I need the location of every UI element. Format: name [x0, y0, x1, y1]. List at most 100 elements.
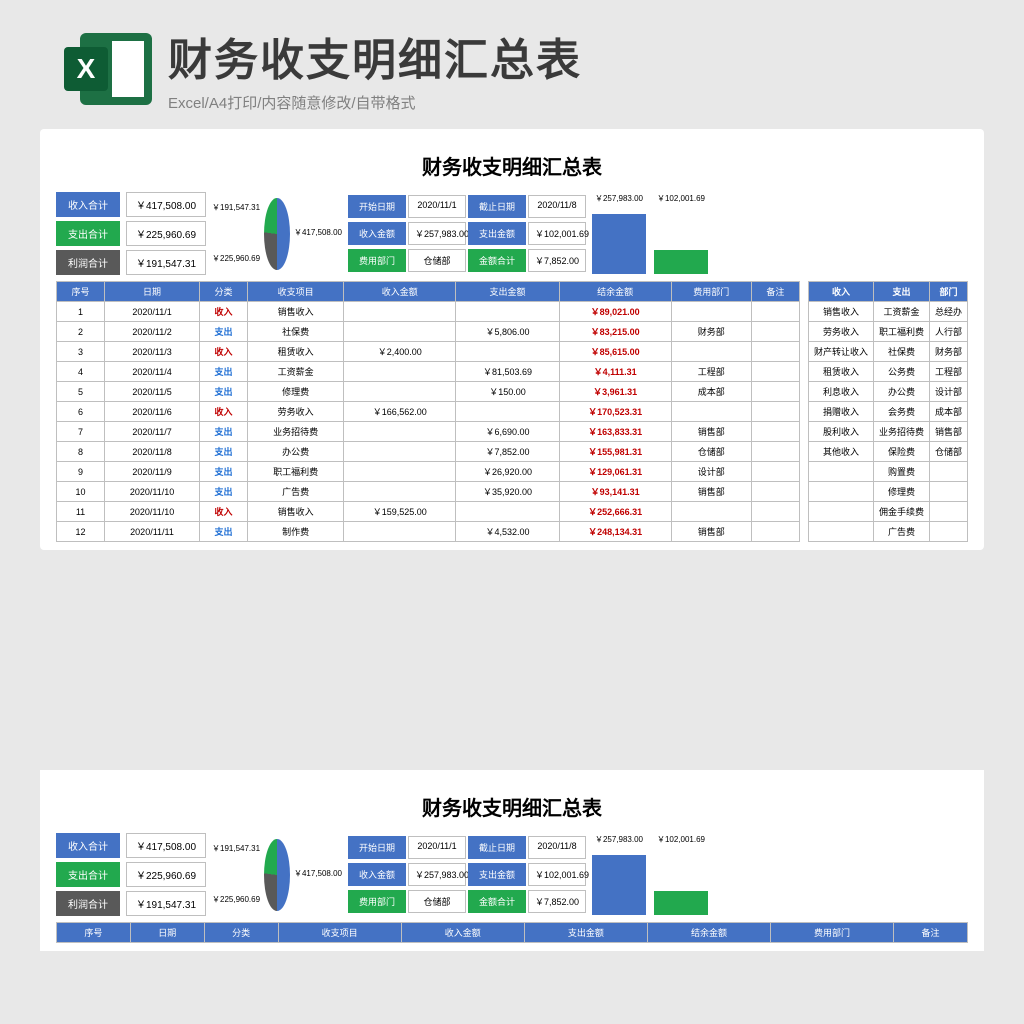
excel-icon [80, 33, 152, 105]
side-table: 收入支出部门 销售收入工资薪金总经办劳务收入职工福利费人行部财产转让收入社保费财… [808, 281, 968, 542]
amt-label-2: 金额合计 [468, 890, 526, 913]
pie-label-income: ￥417,508.00 [294, 228, 342, 238]
dept-label: 费用部门 [348, 249, 406, 272]
side-row: 股利收入业务招待费销售部 [808, 422, 967, 442]
inc-amt-label-2: 收入金额 [348, 863, 406, 886]
exp-amt-value: ￥102,001.69 [528, 222, 586, 245]
side-col-header: 支出 [873, 282, 929, 302]
income-total-value-2: ￥417,508.00 [126, 833, 206, 858]
start-date-label: 开始日期 [348, 195, 406, 218]
expense-total-value-2: ￥225,960.69 [126, 862, 206, 887]
side-row: 捐赠收入会务费成本部 [808, 402, 967, 422]
spreadsheet-preview-2: 财务收支明细汇总表 收入合计 支出合计 利润合计 ￥417,508.00 ￥22… [40, 770, 984, 951]
side-row: 佣金手续费 [808, 502, 967, 522]
col-header: 备注 [751, 282, 799, 302]
table-row: 72020/11/7支出业务招待费￥6,690.00￥163,833.31销售部 [57, 422, 800, 442]
side-row: 修理费 [808, 482, 967, 502]
income-total-value: ￥417,508.00 [126, 192, 206, 217]
profit-total-label-2: 利润合计 [56, 891, 120, 916]
inc-amt-value-2: ￥257,983.00 [408, 863, 466, 886]
bar-expense [654, 250, 708, 274]
end-date-value-2: 2020/11/8 [528, 836, 586, 859]
income-total-label-2: 收入合计 [56, 833, 120, 858]
exp-amt-label-2: 支出金额 [468, 863, 526, 886]
side-row: 劳务收入职工福利费人行部 [808, 322, 967, 342]
table-row: 12020/11/1收入销售收入￥89,021.00 [57, 302, 800, 322]
end-date-label-2: 截止日期 [468, 836, 526, 859]
expense-total-label-2: 支出合计 [56, 862, 120, 887]
col-header: 收支项目 [248, 282, 344, 302]
col-header: 收支项目 [278, 923, 401, 943]
start-date-label-2: 开始日期 [348, 836, 406, 859]
col-header: 费用部门 [671, 282, 751, 302]
table-row: 32020/11/3收入租赁收入￥2,400.00￥85,615.00 [57, 342, 800, 362]
col-header: 分类 [200, 282, 248, 302]
side-col-header: 部门 [929, 282, 967, 302]
end-date-label: 截止日期 [468, 195, 526, 218]
pie-chart [264, 198, 290, 270]
page-title: 财务收支明细汇总表 [168, 24, 582, 88]
income-total-label: 收入合计 [56, 192, 120, 217]
col-header: 收入金额 [401, 923, 524, 943]
table-row: 112020/11/10收入销售收入￥159,525.00￥252,666.31 [57, 502, 800, 522]
side-row: 财产转让收入社保费财务部 [808, 342, 967, 362]
inc-amt-label: 收入金额 [348, 222, 406, 245]
end-date-value: 2020/11/8 [528, 195, 586, 218]
template-header: 财务收支明细汇总表 Excel/A4打印/内容随意修改/自带格式 [0, 0, 1024, 129]
bar-label-2: ￥102,001.69 [654, 193, 708, 204]
dept-value: 仓储部 [408, 249, 466, 272]
side-col-header: 收入 [808, 282, 873, 302]
col-header: 备注 [894, 923, 968, 943]
spreadsheet-preview: 财务收支明细汇总表 收入合计 支出合计 利润合计 ￥417,508.00 ￥22… [40, 129, 984, 550]
side-row: 租赁收入公务费工程部 [808, 362, 967, 382]
page-subtitle: Excel/A4打印/内容随意修改/自带格式 [168, 92, 582, 113]
dept-label-2: 费用部门 [348, 890, 406, 913]
expense-total-value: ￥225,960.69 [126, 221, 206, 246]
side-row: 利息收入办公费设计部 [808, 382, 967, 402]
col-header: 序号 [57, 923, 131, 943]
pie-chart-2 [264, 839, 290, 911]
amt-label: 金额合计 [468, 249, 526, 272]
table-row: 22020/11/2支出社保费￥5,806.00￥83,215.00财务部 [57, 322, 800, 342]
col-header: 日期 [130, 923, 204, 943]
col-header: 收入金额 [344, 282, 456, 302]
pie-label-expense: ￥225,960.69 [212, 254, 260, 264]
bar-label-1b: ￥257,983.00 [592, 834, 646, 845]
table-row: 82020/11/8支出办公费￥7,852.00￥155,981.31仓储部 [57, 442, 800, 462]
col-header: 序号 [57, 282, 105, 302]
profit-total-value-2: ￥191,547.31 [126, 891, 206, 916]
inc-amt-value: ￥257,983.00 [408, 222, 466, 245]
bar-expense-2 [654, 891, 708, 915]
summary-row: 收入合计 支出合计 利润合计 ￥417,508.00 ￥225,960.69 ￥… [56, 192, 968, 275]
profit-total-value: ￥191,547.31 [126, 250, 206, 275]
profit-total-label: 利润合计 [56, 250, 120, 275]
table-row: 42020/11/4支出工资薪金￥81,503.69￥4,111.31工程部 [57, 362, 800, 382]
pie-label-expense-2: ￥225,960.69 [212, 895, 260, 905]
start-date-value-2: 2020/11/1 [408, 836, 466, 859]
doc-title-2: 财务收支明细汇总表 [56, 792, 968, 821]
side-row: 其他收入保险费仓储部 [808, 442, 967, 462]
col-header: 日期 [105, 282, 200, 302]
main-table-2: 序号日期分类收支项目收入金额支出金额结余金额费用部门备注 [56, 922, 968, 943]
col-header: 支出金额 [524, 923, 647, 943]
table-row: 92020/11/9支出职工福利费￥26,920.00￥129,061.31设计… [57, 462, 800, 482]
side-row: 广告费 [808, 522, 967, 542]
exp-amt-label: 支出金额 [468, 222, 526, 245]
table-row: 122020/11/11支出制作费￥4,532.00￥248,134.31销售部 [57, 522, 800, 542]
col-header: 费用部门 [771, 923, 894, 943]
start-date-value: 2020/11/1 [408, 195, 466, 218]
amt-value-2: ￥7,852.00 [528, 890, 586, 913]
doc-title: 财务收支明细汇总表 [56, 151, 968, 180]
col-header: 支出金额 [456, 282, 559, 302]
col-header: 结余金额 [559, 282, 671, 302]
bar-label-2b: ￥102,001.69 [654, 834, 708, 845]
expense-total-label: 支出合计 [56, 221, 120, 246]
pie-label-profit-2: ￥191,547.31 [212, 844, 260, 854]
pie-label-income-2: ￥417,508.00 [294, 869, 342, 879]
col-header: 分类 [204, 923, 278, 943]
dept-value-2: 仓储部 [408, 890, 466, 913]
bar-label-1: ￥257,983.00 [592, 193, 646, 204]
side-row: 购置费 [808, 462, 967, 482]
table-row: 62020/11/6收入劳务收入￥166,562.00￥170,523.31 [57, 402, 800, 422]
col-header: 结余金额 [647, 923, 770, 943]
